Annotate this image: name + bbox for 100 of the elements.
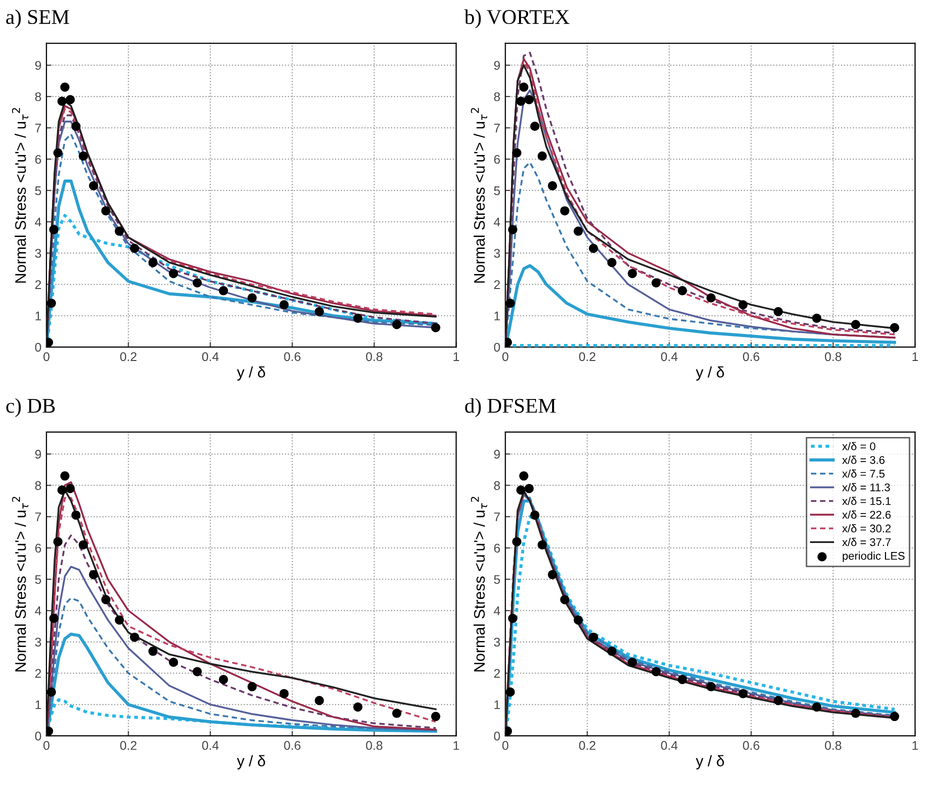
y-tick-label: 4: [34, 606, 42, 616]
legend-label: x/δ = 15.1: [842, 496, 891, 506]
point: [353, 702, 362, 712]
y-tick-label: 4: [494, 218, 500, 226]
x-tick-label: 0: [43, 352, 50, 362]
x-axis-title: y / δ: [236, 755, 266, 770]
y-tick-label: 8: [35, 92, 42, 102]
legend-label: x/δ = 0: [842, 442, 876, 450]
point: [774, 696, 783, 706]
point: [168, 658, 178, 667]
point: [506, 687, 515, 697]
point: [279, 300, 289, 310]
y-axis-title: Normal Stress <u'u'> / u$_{τ}$$^{2}$: [470, 108, 488, 283]
point: [519, 82, 528, 92]
point: [607, 258, 616, 268]
x-tick-label: 1: [912, 352, 918, 361]
y-tick-label: 2: [35, 669, 41, 678]
x-tick-label: 0.8: [366, 741, 382, 750]
x-tick-label: 1: [454, 352, 460, 361]
point: [524, 95, 534, 104]
x-tick-label: 0.4: [202, 352, 219, 362]
point: [148, 646, 158, 656]
point: [192, 278, 202, 288]
point: [506, 298, 515, 308]
point: [60, 471, 70, 481]
y-tick-label: 2: [35, 280, 41, 289]
x-tick-label: 0.8: [824, 741, 842, 750]
point: [508, 614, 518, 624]
y-tick-label: 9: [494, 61, 500, 70]
point: [519, 471, 528, 481]
x-tick-label: 0.2: [120, 741, 136, 750]
y-axis-title: Normal Stress <u'u'> / u$_{τ}$$^{2}$: [470, 496, 488, 672]
point: [192, 667, 202, 676]
legend-label: x/δ = 11.3: [842, 483, 890, 492]
point: [130, 632, 140, 642]
point: [66, 484, 75, 494]
y-tick-label: 5: [494, 575, 500, 584]
point: [548, 570, 558, 580]
point: [71, 510, 81, 520]
point: [130, 244, 140, 254]
point: [706, 682, 716, 692]
point: [678, 286, 687, 296]
point: [218, 286, 228, 296]
x-tick-label: 0.6: [284, 352, 300, 362]
point: [78, 151, 88, 161]
x-tick-label: 1: [454, 741, 460, 750]
point: [851, 320, 860, 330]
point: [574, 615, 583, 625]
point: [560, 206, 570, 216]
point: [114, 226, 124, 236]
point: [314, 307, 324, 316]
point: [512, 537, 522, 546]
point: [628, 658, 637, 667]
legend-label: x/δ = 7.5: [842, 469, 885, 478]
y-tick-label: 0: [494, 342, 500, 352]
x-tick-label: 1: [912, 741, 918, 750]
x-tick-label: 0.6: [284, 741, 300, 750]
legend-label: x/δ = 22.6: [842, 510, 891, 519]
point: [678, 674, 687, 684]
point: [49, 224, 58, 234]
point: [101, 595, 110, 604]
point: [512, 148, 522, 158]
point: [538, 151, 547, 161]
legend-label: x/δ = 3.6: [842, 456, 885, 464]
y-tick-label: 1: [36, 312, 41, 320]
y-tick-label: 2: [494, 669, 500, 678]
point: [588, 632, 598, 642]
point: [218, 674, 228, 684]
point: [851, 708, 860, 718]
y-tick-label: 3: [35, 638, 42, 647]
point: [524, 484, 534, 494]
x-tick-label: 0.2: [120, 352, 136, 362]
point: [114, 615, 124, 625]
chart-title: c) DB: [6, 398, 55, 418]
x-tick-label: 0.2: [579, 352, 596, 362]
x-axis-title: y / δ: [236, 366, 266, 381]
point: [353, 314, 362, 323]
point: [651, 278, 661, 288]
y-tick-label: 3: [494, 248, 500, 258]
x-tick-label: 0.8: [366, 352, 382, 362]
point: [46, 687, 56, 697]
chart-title: b) VORTEX: [464, 9, 570, 28]
point: [530, 510, 540, 520]
point: [314, 696, 324, 706]
point: [60, 82, 70, 92]
point: [88, 181, 98, 190]
point: [588, 244, 598, 254]
point: [508, 224, 518, 234]
point: [516, 485, 526, 495]
y-tick-label: 5: [35, 186, 42, 196]
y-tick-label: 6: [35, 544, 42, 553]
point: [78, 540, 88, 550]
y-tick-label: 1: [36, 700, 41, 710]
y-tick-label: 4: [494, 606, 500, 616]
x-tick-label: 0: [43, 741, 50, 750]
y-tick-label: 7: [35, 124, 41, 132]
x-tick-label: 0: [502, 741, 508, 750]
y-tick-label: 5: [35, 575, 42, 584]
y-tick-label: 7: [494, 124, 500, 132]
x-tick-label: 0.6: [742, 352, 760, 362]
